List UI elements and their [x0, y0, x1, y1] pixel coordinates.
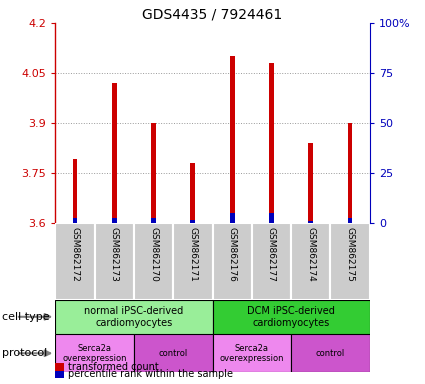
Text: control: control: [316, 349, 345, 358]
FancyBboxPatch shape: [291, 223, 331, 300]
Text: Serca2a
overexpression: Serca2a overexpression: [62, 344, 127, 363]
FancyBboxPatch shape: [212, 334, 291, 372]
Bar: [112, 218, 116, 223]
Text: cell type: cell type: [2, 312, 50, 322]
Bar: [348, 218, 352, 223]
Text: control: control: [159, 349, 188, 358]
Bar: [190, 220, 195, 223]
FancyBboxPatch shape: [55, 223, 94, 300]
Title: GDS4435 / 7924461: GDS4435 / 7924461: [142, 8, 283, 22]
FancyBboxPatch shape: [212, 223, 252, 300]
Bar: [151, 123, 156, 223]
FancyBboxPatch shape: [291, 334, 370, 372]
Bar: [190, 163, 195, 223]
Text: Serca2a
overexpression: Serca2a overexpression: [220, 344, 284, 363]
FancyBboxPatch shape: [55, 334, 134, 372]
FancyBboxPatch shape: [134, 223, 173, 300]
Text: protocol: protocol: [2, 348, 47, 358]
FancyBboxPatch shape: [173, 223, 212, 300]
Bar: [230, 213, 235, 223]
Bar: [348, 123, 352, 223]
Bar: [73, 218, 77, 223]
FancyBboxPatch shape: [94, 223, 134, 300]
FancyBboxPatch shape: [134, 334, 212, 372]
Bar: [151, 218, 156, 223]
Bar: [309, 143, 313, 223]
Text: GSM862175: GSM862175: [346, 227, 354, 281]
Bar: [112, 83, 116, 223]
Text: normal iPSC-derived
cardiomyocytes: normal iPSC-derived cardiomyocytes: [84, 306, 184, 328]
Text: GSM862173: GSM862173: [110, 227, 119, 281]
Text: GSM862170: GSM862170: [149, 227, 158, 281]
Bar: [309, 221, 313, 223]
FancyBboxPatch shape: [212, 300, 370, 334]
Text: GSM862176: GSM862176: [228, 227, 237, 281]
Text: DCM iPSC-derived
cardiomyocytes: DCM iPSC-derived cardiomyocytes: [247, 306, 335, 328]
Bar: [230, 56, 235, 223]
Bar: [269, 63, 274, 223]
FancyBboxPatch shape: [252, 223, 291, 300]
Bar: [73, 159, 77, 223]
Text: GSM862177: GSM862177: [267, 227, 276, 281]
Text: GSM862172: GSM862172: [71, 227, 79, 281]
Text: GSM862171: GSM862171: [188, 227, 197, 281]
FancyBboxPatch shape: [55, 300, 212, 334]
Text: GSM862174: GSM862174: [306, 227, 315, 281]
Text: percentile rank within the sample: percentile rank within the sample: [68, 369, 233, 379]
Text: transformed count: transformed count: [68, 362, 159, 372]
Bar: [269, 213, 274, 223]
FancyBboxPatch shape: [331, 223, 370, 300]
